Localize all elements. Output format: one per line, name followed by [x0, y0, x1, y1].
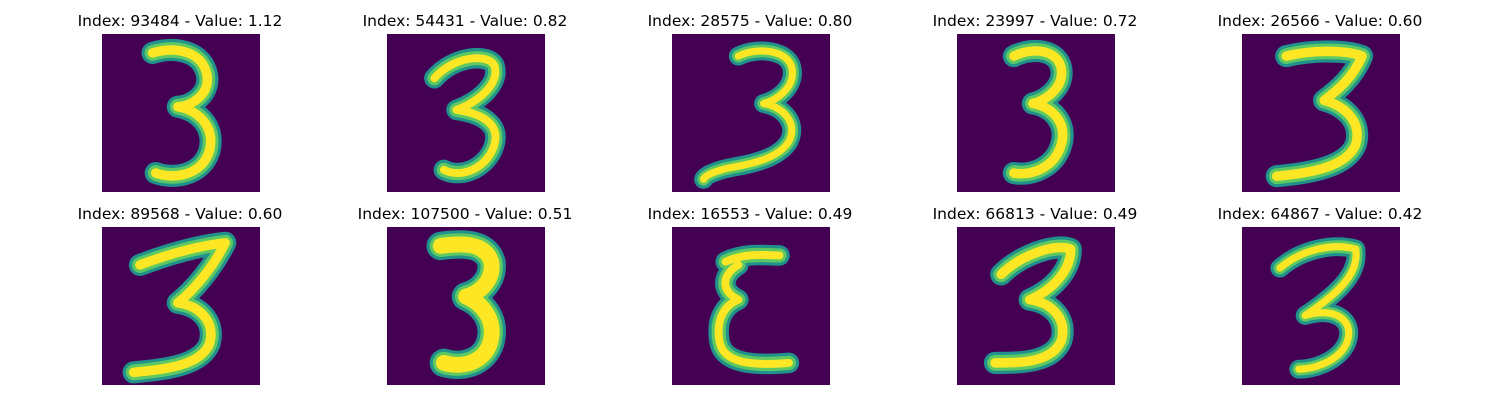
- digit-stroke: [426, 230, 506, 379]
- digit-image: [387, 34, 545, 192]
- digit-stroke: [1265, 40, 1374, 188]
- digit-stroke: [694, 41, 802, 189]
- digit-stroke: [424, 48, 506, 184]
- panel-title: Index: 54431 - Value: 0.82: [362, 12, 568, 30]
- panel-title: Index: 16553 - Value: 0.49: [647, 205, 853, 223]
- digit-image: [387, 227, 545, 385]
- digit-stroke: [708, 244, 800, 375]
- panel-title: Index: 26566 - Value: 0.60: [1217, 12, 1423, 30]
- digit-image: [957, 34, 1115, 192]
- digit-image: [957, 227, 1115, 385]
- panel-title: Index: 28575 - Value: 0.80: [647, 12, 853, 30]
- digit-image: [672, 34, 830, 192]
- digit-stroke: [1270, 237, 1366, 379]
- panel-title: Index: 23997 - Value: 0.72: [932, 12, 1138, 30]
- panel-title: Index: 89568 - Value: 0.60: [77, 205, 283, 223]
- digit-stroke: [1002, 39, 1074, 185]
- panel-title: Index: 64867 - Value: 0.42: [1217, 205, 1423, 223]
- digit-image: [1242, 227, 1400, 385]
- digit-image: [1242, 34, 1400, 192]
- panel-title: Index: 93484 - Value: 1.12: [77, 12, 283, 30]
- digit-stroke: [141, 39, 222, 187]
- panel-title: Index: 66813 - Value: 0.49: [932, 205, 1138, 223]
- digit-stroke: [122, 231, 237, 384]
- digit-image: [102, 34, 260, 192]
- digit-stroke: [983, 236, 1082, 374]
- panel-title: Index: 107500 - Value: 0.51: [357, 205, 573, 223]
- digit-image: [102, 227, 260, 385]
- digit-image: [672, 227, 830, 385]
